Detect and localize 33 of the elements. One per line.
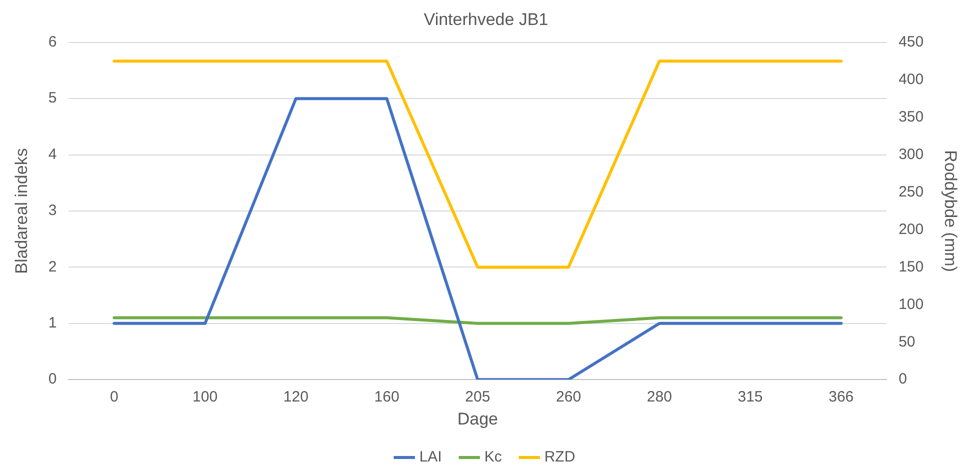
x-tick-label: 315	[738, 388, 763, 406]
x-tick-label: 0	[110, 388, 118, 406]
y2-tick-label: 100	[898, 296, 924, 313]
y-tick-label: 0	[48, 370, 57, 388]
y2-tick-label: 150	[898, 258, 924, 276]
y-tick-label: 1	[48, 314, 57, 332]
y-tick-label: 3	[48, 202, 57, 220]
y-tick-label: 4	[48, 146, 57, 163]
x-axis-title: Dage	[457, 409, 498, 428]
chart-title: Vinterhvede JB1	[424, 10, 548, 29]
y2-tick-label: 450	[898, 34, 924, 51]
y2-tick-label: 400	[898, 71, 924, 88]
y2-tick-label: 250	[898, 183, 924, 200]
y2-tick-label: 300	[898, 146, 924, 163]
legend-label: LAI	[419, 448, 442, 466]
x-tick-label: 366	[828, 388, 854, 406]
x-tick-label: 205	[465, 388, 490, 406]
x-tick-label: 260	[556, 388, 582, 406]
legend-label: Kc	[484, 448, 502, 466]
x-tick-label: 120	[283, 388, 308, 406]
y2-tick-label: 0	[898, 370, 907, 388]
y-tick-label: 5	[48, 90, 57, 107]
y-axis-title: Bladareal indeks	[12, 148, 31, 274]
x-tick-label: 100	[192, 388, 218, 406]
y2-axis-title: Roddybde (mm)	[941, 150, 960, 272]
x-tick-label: 280	[646, 388, 672, 406]
y2-tick-label: 350	[898, 108, 924, 126]
y-tick-label: 2	[48, 258, 57, 276]
y2-tick-label: 200	[898, 220, 924, 238]
x-tick-label: 160	[374, 388, 400, 406]
y2-tick-label: 50	[898, 333, 916, 350]
legend-label: RZD	[544, 448, 576, 466]
y-tick-label: 6	[48, 34, 57, 51]
